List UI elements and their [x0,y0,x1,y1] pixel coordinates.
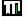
Bar [9,14,11,15]
Bar [4,5,5,9]
Bar [6,14,8,15]
Bar [9,4,11,14]
Bar [15,4,16,14]
Bar [18,11,19,12]
Bar [6,13,8,14]
Bar [15,14,16,15]
Bar [15,3,16,4]
Bar [4,9,5,15]
Bar [18,12,19,15]
